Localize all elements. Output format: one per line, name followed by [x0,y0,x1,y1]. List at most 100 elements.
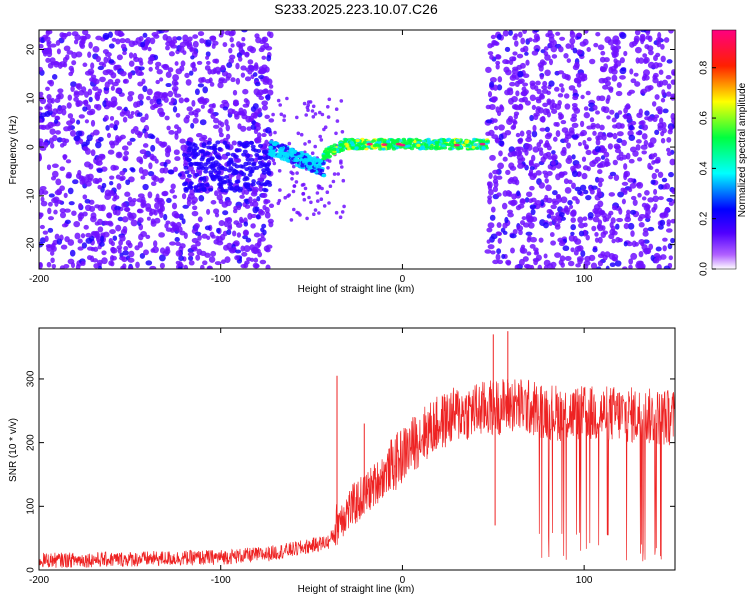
heatmap-cell [596,187,601,194]
heatmap-cell [44,235,49,242]
heatmap-cell [493,41,500,46]
heatmap-cell [496,248,502,255]
heatmap-cell [558,241,566,247]
heatmap-cell [71,51,78,59]
heatmap-cell [578,230,585,237]
heatmap-cell [522,82,529,87]
heatmap-cell [307,161,312,166]
heatmap-cell [221,79,228,84]
heatmap-cell [582,216,588,221]
heatmap-cell [75,51,83,58]
heatmap-cell [186,153,192,158]
heatmap-cell [538,64,544,72]
heatmap-cell [170,39,178,45]
heatmap-cell [605,265,610,269]
heatmap-cell [185,114,191,119]
heatmap-cell [504,46,511,52]
heatmap-cell [109,123,115,128]
heatmap-cell [487,197,492,205]
heatmap-cell [648,243,654,250]
heatmap-cell [233,154,239,159]
heatmap-cell [502,230,508,235]
heatmap-cell [357,142,362,146]
heatmap-cell [582,165,589,171]
heatmap-cell [39,212,44,218]
heatmap-cell [256,149,262,153]
heatmap-cell [595,123,601,129]
heatmap-cell [49,57,56,64]
heatmap-cell [297,154,302,159]
heatmap-cell [317,211,321,215]
heatmap-cell [268,221,274,228]
heatmap-cell [642,53,648,58]
heatmap-cell [229,37,234,43]
heatmap-cell [257,177,264,182]
heatmap-cell [267,89,274,96]
heatmap-cell [75,263,81,269]
heatmap-cell [256,240,262,247]
heatmap-cell [204,225,211,231]
heatmap-cell [48,79,55,87]
heatmap-cell [95,141,102,149]
heatmap-cell [127,242,133,249]
snr-line [39,379,675,568]
heatmap-cell [90,247,96,252]
heatmap-cell [64,219,71,224]
heatmap-cell [199,136,206,142]
heatmap-cell [166,125,171,131]
heatmap-cell [619,75,626,80]
heatmap-cell [307,195,311,200]
heatmap-cell [173,166,178,173]
colorbar-label: Normalized spectral amplitude [737,82,748,217]
heatmap-cell [236,148,242,153]
heatmap-cell [240,245,245,252]
heatmap-cell [552,190,558,196]
heatmap-cell [540,115,546,123]
heatmap-cell [584,255,591,262]
heatmap-cell [245,153,251,158]
heatmap-cell [514,179,520,186]
heatmap-cell [262,163,268,168]
heatmap-cell [513,111,520,116]
heatmap-cell [561,146,567,154]
heatmap-cell [209,82,215,87]
heatmap-cell [109,255,115,262]
heatmap-cell [60,244,68,250]
heatmap-cell [609,228,616,236]
heatmap-cell [78,114,85,119]
heatmap-cell [583,106,589,111]
heatmap-cell [316,184,321,188]
heatmap-cell [344,142,349,146]
heatmap-cell [629,146,637,153]
heatmap-cell [508,30,513,36]
heatmap-cell [46,261,52,268]
heatmap-cell [284,146,290,151]
heatmap-cell [656,40,662,48]
heatmap-cell [665,206,670,212]
heatmap-cell [238,186,244,191]
heatmap-cell [208,107,214,114]
colorbar-tick-label: 0.6 [699,111,710,125]
heatmap-cell [210,166,216,171]
heatmap-cell [103,114,109,121]
heatmap-cell [39,153,42,161]
heatmap-cell [59,208,66,214]
heatmap-cell [328,184,333,188]
heatmap-cell [565,157,573,164]
heatmap-cell [219,121,225,128]
heatmap-cell [208,103,215,108]
heatmap-cell [611,68,618,75]
heatmap-cell [154,158,159,164]
heatmap-cell [195,188,201,193]
heatmap-cell [242,235,249,240]
heatmap-cell [178,213,184,221]
heatmap-cell [199,119,207,126]
heatmap-cell [542,102,548,108]
heatmap-cell [664,183,671,190]
heatmap-cell [599,65,605,72]
heatmap-cell [576,82,582,88]
heatmap-cell [148,66,153,72]
heatmap-cell [530,208,536,216]
heatmap-cell [39,224,45,230]
spectrogram-frame [38,29,676,270]
